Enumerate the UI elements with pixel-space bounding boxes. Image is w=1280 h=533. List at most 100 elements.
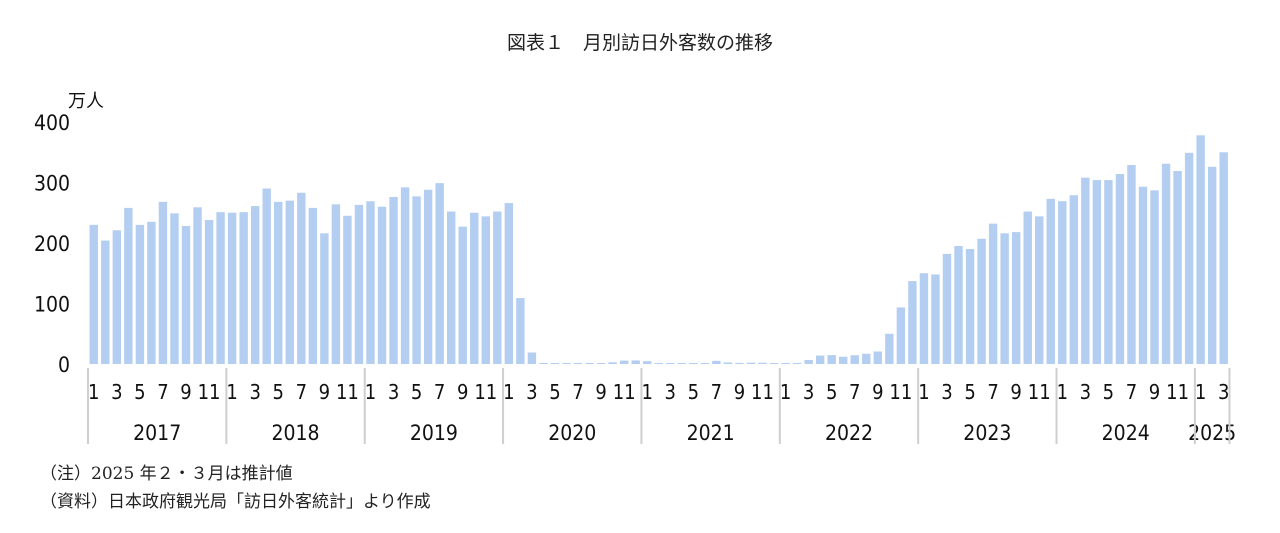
bar [689, 363, 698, 364]
bar [677, 363, 686, 364]
x-month-tick-label: 1 [1057, 380, 1068, 404]
bar [1115, 174, 1125, 364]
x-year-label: 2024 [1102, 421, 1150, 445]
x-month-tick-label: 3 [1218, 380, 1229, 404]
x-year-label: 2018 [272, 421, 320, 445]
x-month-tick-label: 9 [595, 380, 606, 404]
bar [412, 196, 421, 364]
x-year-label: 2020 [548, 421, 596, 445]
x-year-label: 2022 [825, 421, 873, 445]
bar [1000, 233, 1009, 364]
x-year-label: 2019 [410, 421, 458, 445]
bar [827, 355, 836, 364]
y-axis-ticks: 0 100 200 300 400 [34, 111, 70, 377]
x-month-tick-label: 1 [1195, 380, 1206, 404]
x-month-tick-label: 7 [572, 380, 583, 404]
bar [885, 333, 894, 364]
x-month-tick-label: 7 [157, 380, 168, 404]
bar [700, 363, 710, 364]
bar [723, 362, 733, 364]
bar [308, 207, 318, 364]
bar [1196, 135, 1205, 364]
bar [804, 360, 813, 364]
bar [366, 201, 375, 364]
x-month-tick-label: 5 [411, 380, 422, 404]
bar [1127, 164, 1136, 364]
x-month-tick-label: 11 [751, 380, 774, 404]
bar [1173, 171, 1182, 364]
bar [954, 246, 963, 364]
x-month-tick-label: 5 [826, 380, 837, 404]
bar [781, 362, 790, 364]
y-tick-label: 200 [34, 232, 70, 256]
bar [481, 216, 490, 364]
bar [1207, 166, 1217, 364]
bar [573, 363, 583, 364]
x-month-tick-label: 7 [711, 380, 722, 404]
x-month-tick-label: 1 [365, 380, 376, 404]
x-month-tick-label: 3 [111, 380, 122, 404]
x-month-tick-label: 7 [987, 380, 998, 404]
x-month-tick-label: 11 [889, 380, 912, 404]
bar [562, 363, 571, 364]
bar [908, 281, 917, 364]
bar [596, 363, 606, 364]
bar [470, 212, 479, 364]
bar [977, 238, 986, 364]
bar [654, 363, 663, 364]
bar [850, 355, 859, 364]
x-month-tick-label: 7 [849, 380, 860, 404]
bar [1092, 180, 1102, 364]
x-year-label: 2025 [1188, 421, 1236, 445]
x-month-tick-label: 1 [918, 380, 929, 404]
x-month-tick-label: 9 [457, 380, 468, 404]
bar [516, 298, 525, 364]
bar [158, 201, 168, 364]
x-month-tick-label: 5 [134, 380, 145, 404]
x-month-tick-label: 9 [319, 380, 330, 404]
bar [1150, 190, 1159, 364]
x-month-tick-label: 9 [180, 380, 191, 404]
bar [250, 206, 260, 364]
x-month-tick-label: 3 [803, 380, 814, 404]
x-month-tick-label: 7 [434, 380, 445, 404]
x-year-label: 2021 [687, 421, 735, 445]
bar [758, 362, 767, 364]
bar [331, 204, 341, 364]
bar [262, 188, 271, 364]
x-month-tick-label: 11 [198, 380, 221, 404]
bar [931, 274, 940, 364]
x-year-label: 2017 [133, 421, 181, 445]
bar [631, 360, 640, 364]
x-month-tick-label: 9 [1149, 380, 1160, 404]
bar [839, 356, 848, 364]
x-month-tick-label: 5 [1103, 380, 1114, 404]
bar [539, 363, 548, 364]
x-month-tick-label: 11 [1166, 380, 1189, 404]
x-month-tick-label: 9 [734, 380, 745, 404]
bar [1081, 177, 1090, 364]
bar [942, 253, 952, 364]
bar [712, 360, 721, 364]
bar [862, 353, 871, 364]
bar [919, 273, 929, 364]
bar [112, 230, 122, 364]
bar [1046, 198, 1055, 364]
y-tick-label: 400 [34, 111, 70, 135]
bar [274, 201, 283, 364]
bar [735, 362, 744, 364]
bar [792, 362, 802, 364]
bar [1161, 163, 1171, 364]
bar [447, 211, 456, 364]
x-month-tick-label: 1 [503, 380, 514, 404]
x-month-tick-label: 11 [1028, 380, 1051, 404]
bar [1035, 216, 1044, 364]
bar [343, 215, 352, 364]
y-tick-label: 100 [34, 293, 70, 317]
bar [181, 226, 191, 364]
footnote-estimate: （注）2025 年２・３月は推計値 [40, 464, 293, 484]
x-year-label: 2023 [963, 421, 1011, 445]
x-month-tick-label: 3 [249, 380, 260, 404]
